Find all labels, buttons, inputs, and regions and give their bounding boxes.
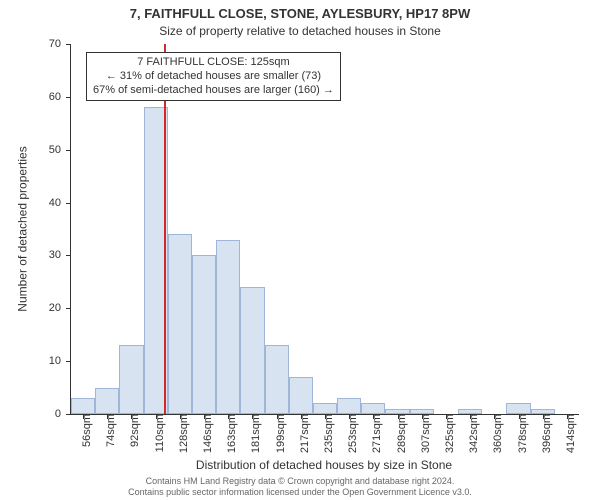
chart-figure: 7, FAITHFULL CLOSE, STONE, AYLESBURY, HP…	[0, 0, 600, 500]
x-tick-label: 110sqm	[146, 414, 166, 452]
histogram-bar	[168, 234, 192, 414]
x-tick-label: 74sqm	[97, 414, 117, 447]
footer-line2: Contains public sector information licen…	[0, 487, 600, 498]
y-tick-label: 10	[49, 355, 71, 367]
chart-title-sub: Size of property relative to detached ho…	[0, 24, 600, 38]
annotation-box: 7 FAITHFULL CLOSE: 125sqm ← 31% of detac…	[86, 52, 341, 101]
histogram-bar	[337, 398, 361, 414]
histogram-bar	[265, 345, 289, 414]
histogram-bar	[71, 398, 95, 414]
x-tick-label: 128sqm	[170, 414, 190, 453]
y-tick-label: 50	[49, 144, 71, 156]
histogram-bar	[192, 255, 216, 414]
x-tick-label: 199sqm	[267, 414, 287, 453]
x-tick-label: 307sqm	[412, 414, 432, 453]
x-axis-label: Distribution of detached houses by size …	[70, 458, 578, 472]
x-tick-label: 56sqm	[73, 414, 93, 447]
y-tick-label: 30	[49, 249, 71, 261]
plot-area: 7 FAITHFULL CLOSE: 125sqm ← 31% of detac…	[70, 44, 579, 415]
x-tick-label: 181sqm	[242, 414, 262, 453]
footer-line1: Contains HM Land Registry data © Crown c…	[0, 476, 600, 487]
histogram-bar	[119, 345, 143, 414]
x-tick-label: 253sqm	[339, 414, 359, 453]
y-tick-label: 0	[55, 408, 71, 420]
x-tick-label: 342sqm	[460, 414, 480, 453]
x-tick-label: 414sqm	[557, 414, 577, 453]
footer: Contains HM Land Registry data © Crown c…	[0, 476, 600, 498]
x-tick-label: 360sqm	[484, 414, 504, 453]
histogram-bar	[216, 240, 240, 414]
y-tick-label: 40	[49, 197, 71, 209]
y-axis-label: Number of detached properties	[16, 44, 30, 414]
histogram-bar	[506, 403, 530, 414]
x-tick-label: 325sqm	[436, 414, 456, 453]
histogram-bar	[313, 403, 337, 414]
y-tick-label: 20	[49, 302, 71, 314]
annotation-line2: ← 31% of detached houses are smaller (73…	[93, 70, 334, 84]
histogram-bar	[95, 388, 119, 414]
histogram-bar	[361, 403, 385, 414]
x-tick-label: 378sqm	[509, 414, 529, 453]
chart-title-main: 7, FAITHFULL CLOSE, STONE, AYLESBURY, HP…	[0, 6, 600, 21]
histogram-bar	[289, 377, 313, 414]
x-tick-label: 146sqm	[194, 414, 214, 453]
annotation-line1: 7 FAITHFULL CLOSE: 125sqm	[93, 56, 334, 70]
x-tick-label: 163sqm	[218, 414, 238, 453]
x-tick-label: 235sqm	[315, 414, 335, 453]
x-tick-label: 271sqm	[363, 414, 383, 453]
annotation-line3: 67% of semi-detached houses are larger (…	[93, 84, 334, 98]
x-tick-label: 92sqm	[121, 414, 141, 447]
x-tick-label: 289sqm	[388, 414, 408, 453]
y-tick-label: 70	[49, 38, 71, 50]
x-tick-label: 217sqm	[291, 414, 311, 453]
histogram-bar	[240, 287, 264, 414]
y-tick-label: 60	[49, 91, 71, 103]
x-tick-label: 396sqm	[533, 414, 553, 453]
